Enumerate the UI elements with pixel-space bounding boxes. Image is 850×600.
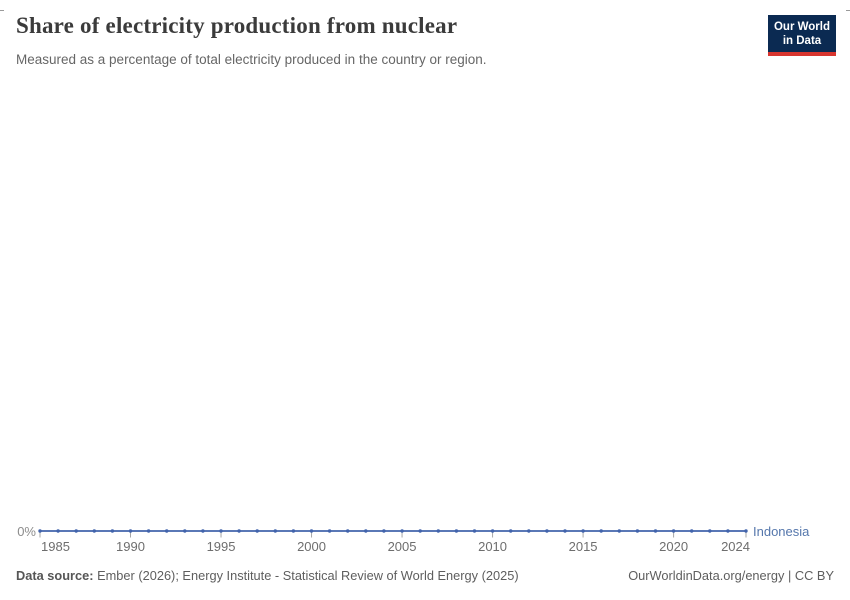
chart-title: Share of electricity production from nuc… — [16, 13, 458, 38]
x-tick-label: 2015 — [569, 539, 598, 554]
chart-footer: Data source: Ember (2026); Energy Instit… — [0, 568, 850, 588]
data-point-marker[interactable] — [273, 529, 277, 533]
data-point-marker[interactable] — [128, 529, 133, 533]
data-point-marker[interactable] — [527, 529, 531, 533]
x-tick-label: 1985 — [41, 539, 70, 554]
data-point-marker[interactable] — [490, 529, 495, 533]
data-point-marker[interactable] — [400, 529, 404, 533]
data-source: Data source: Ember (2026); Energy Instit… — [16, 568, 519, 583]
data-point-marker[interactable] — [74, 529, 78, 533]
data-point-marker[interactable] — [563, 529, 567, 533]
owid-logo-line1: Our World — [773, 21, 830, 33]
y-axis-label: 0% — [17, 524, 36, 539]
x-tick-label: 1990 — [116, 539, 145, 554]
x-tick-label: 2005 — [388, 539, 417, 554]
data-point-marker[interactable] — [237, 529, 241, 533]
owid-logo-line2: in Data — [782, 35, 822, 47]
data-point-marker[interactable] — [219, 529, 223, 533]
data-point-marker[interactable] — [38, 529, 42, 533]
data-point-marker[interactable] — [56, 529, 60, 533]
data-point-marker[interactable] — [327, 529, 332, 533]
data-point-marker[interactable] — [146, 529, 151, 533]
x-tick-label: 2024 — [721, 539, 750, 554]
footer-link[interactable]: OurWorldinData.org/energy | CC BY — [628, 568, 834, 583]
data-point-marker[interactable] — [708, 529, 712, 533]
data-point-marker[interactable] — [165, 529, 169, 533]
data-point-marker[interactable] — [509, 529, 513, 533]
data-point-marker[interactable] — [726, 529, 730, 533]
owid-logo[interactable]: Our World in Data — [768, 15, 836, 56]
data-point-marker[interactable] — [382, 529, 386, 533]
page-edge-line-left — [0, 10, 4, 11]
data-point-marker[interactable] — [744, 529, 748, 533]
x-tick-label: 2020 — [659, 539, 688, 554]
data-point-marker[interactable] — [599, 529, 603, 533]
data-point-marker[interactable] — [653, 529, 658, 533]
x-tick-label: 1995 — [207, 539, 236, 554]
data-point-marker[interactable] — [255, 529, 259, 533]
data-point-marker[interactable] — [617, 529, 621, 533]
data-point-marker[interactable] — [418, 529, 422, 533]
chart-subtitle: Measured as a percentage of total electr… — [16, 52, 487, 67]
data-point-marker[interactable] — [201, 529, 205, 533]
entity-label[interactable]: Indonesia — [753, 524, 810, 539]
data-source-text: Ember (2026); Energy Institute - Statist… — [93, 568, 519, 583]
data-point-marker[interactable] — [690, 529, 694, 533]
data-point-marker[interactable] — [346, 529, 350, 533]
data-point-marker[interactable] — [454, 529, 459, 533]
x-tick-label: 2000 — [297, 539, 326, 554]
data-point-marker[interactable] — [635, 529, 640, 533]
line-chart[interactable]: 1985 1990 1995 2000 2005 2010 2015 2020 2024 0% In… — [0, 500, 850, 560]
page-edge-line-right — [846, 10, 850, 11]
data-point-marker[interactable] — [364, 529, 368, 533]
data-point-marker[interactable] — [309, 529, 314, 533]
data-point-marker[interactable] — [110, 529, 115, 533]
data-point-marker[interactable] — [291, 529, 296, 533]
data-point-marker[interactable] — [545, 529, 549, 533]
data-point-marker[interactable] — [92, 529, 97, 533]
data-point-marker[interactable] — [183, 529, 187, 533]
x-tick-label: 2010 — [478, 539, 507, 554]
data-point-marker[interactable] — [581, 529, 585, 533]
data-source-label: Data source: — [16, 568, 94, 583]
data-point-marker[interactable] — [436, 529, 440, 533]
data-point-marker[interactable] — [472, 529, 477, 533]
data-point-marker[interactable] — [671, 529, 676, 533]
